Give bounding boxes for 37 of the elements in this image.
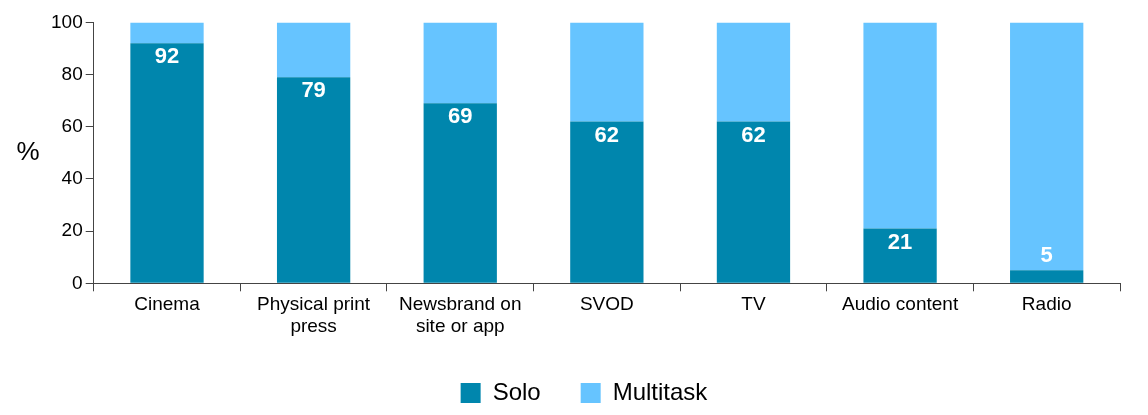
x-tick-label: Audio content (841, 293, 959, 315)
bar (1010, 22, 1084, 271)
y-tick-label: 80 (61, 62, 83, 84)
bar (276, 22, 351, 78)
legend-label: Multitask (612, 377, 709, 405)
y-tick-label: 60 (61, 114, 83, 136)
y-tick-label: 40 (61, 167, 83, 189)
legend-label: Solo (492, 377, 541, 405)
data-label: 62 (594, 121, 620, 147)
y-tick-label: 20 (61, 219, 83, 241)
data-label: 92 (154, 43, 180, 69)
bar (863, 22, 937, 229)
x-tick-label: Radio (1021, 293, 1072, 315)
y-tick-label: 100 (51, 10, 83, 32)
data-label: 69 (447, 103, 473, 129)
bar (863, 228, 937, 283)
bar (1010, 270, 1084, 283)
bar (716, 121, 791, 283)
x-tick-label: SVOD (579, 293, 634, 315)
x-tick-label: TV (741, 293, 766, 315)
data-label: 5 (1040, 242, 1053, 268)
x-tick-label: Physical print press (257, 293, 371, 337)
bar (130, 22, 204, 44)
bar (276, 77, 351, 283)
data-label: 62 (741, 121, 766, 147)
bar (570, 22, 644, 122)
data-label: 79 (301, 77, 326, 103)
bar (570, 121, 644, 283)
x-tick-label: Newsbrand on site or app (398, 293, 522, 337)
y-axis-title: % (16, 136, 40, 167)
bar (423, 103, 497, 283)
data-label: 21 (887, 228, 913, 254)
bar (423, 22, 497, 104)
x-tick-label: Cinema (134, 293, 201, 315)
bar (716, 22, 791, 122)
y-tick-label: 0 (72, 271, 83, 293)
bar (130, 43, 204, 283)
